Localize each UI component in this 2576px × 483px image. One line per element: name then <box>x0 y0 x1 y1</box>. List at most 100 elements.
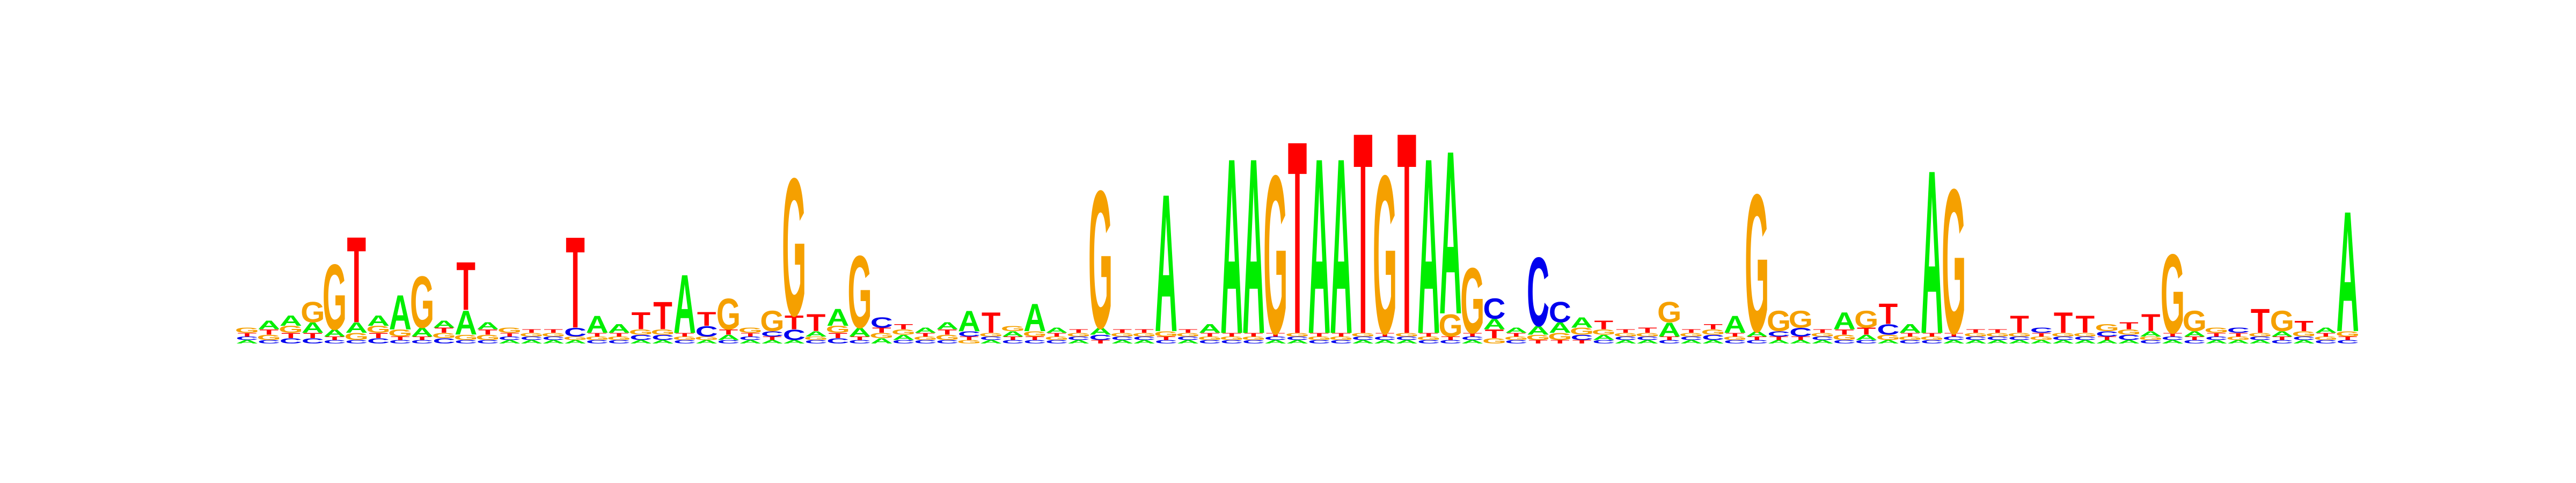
logo-letter-T-pos-92: T <box>2229 332 2248 337</box>
logo-letter-G-pos-77: G <box>1898 335 1922 341</box>
logo-letter-A-pos-46: A <box>1220 105 1243 386</box>
logo-letter-A-pos-45: A <box>1198 322 1221 335</box>
logo-letter-C-pos-79: C <box>1943 335 1965 341</box>
logo-letter-C-pos-11: C <box>455 339 477 345</box>
logo-letter-C-pos-25: C <box>761 330 784 338</box>
logo-letter-C-pos-12: C <box>477 339 499 345</box>
logo-letter-A-pos-25: A <box>761 339 784 345</box>
logo-letter-T-pos-50: T <box>1309 332 1329 337</box>
logo-letter-C-pos-42: C <box>1133 335 1155 341</box>
logo-letter-A-pos-64: A <box>1614 339 1637 345</box>
logo-letter-T-pos-18: T <box>610 332 629 337</box>
logo-letter-T-pos-79: T <box>1944 332 1964 337</box>
logo-letter-G-pos-52: G <box>1351 332 1375 337</box>
logo-letter-A-pos-89: A <box>2161 339 2184 345</box>
logo-letter-A-pos-58: A <box>1483 316 1505 333</box>
logo-letter-T-pos-51: T <box>1331 332 1351 337</box>
logo-letter-T-pos-86: T <box>2097 335 2117 341</box>
logo-letter-C-pos-31: C <box>892 339 915 345</box>
logo-letter-G-pos-18: G <box>607 335 631 341</box>
logo-letter-G-pos-88: G <box>2139 335 2163 341</box>
logo-letter-A-pos-37: A <box>1023 296 1046 340</box>
logo-letter-G-pos-28: G <box>826 324 850 335</box>
logo-letter-G-pos-30: G <box>869 332 894 340</box>
logo-letter-T-pos-15: T <box>544 328 563 334</box>
logo-letter-C-pos-48: C <box>1264 335 1287 341</box>
logo-letter-C-pos-90: C <box>2183 339 2206 345</box>
logo-letter-G-pos-69: G <box>1723 335 1747 341</box>
logo-letter-T-pos-32: T <box>916 332 935 337</box>
logo-letter-C-pos-60: C <box>1527 237 1549 347</box>
logo-letter-G-pos-75: G <box>1854 306 1878 333</box>
logo-letter-T-pos-64: T <box>1616 328 1635 334</box>
logo-letter-C-pos-2: C <box>258 339 280 345</box>
logo-letter-T-pos-93: T <box>2251 302 2270 340</box>
logo-letter-T-pos-7: T <box>369 332 388 340</box>
logo-letter-A-pos-53: A <box>1374 339 1396 345</box>
logo-letter-C-pos-24: C <box>739 335 762 341</box>
logo-letter-A-pos-82: A <box>2008 339 2031 345</box>
logo-letter-C-pos-96: C <box>2315 339 2337 345</box>
logo-letter-T-pos-44: T <box>1179 328 1198 334</box>
logo-letter-C-pos-18: C <box>608 339 630 345</box>
logo-letter-G-pos-60: G <box>1526 333 1550 341</box>
logo-letter-T-pos-72: T <box>1791 335 1810 341</box>
logo-letter-T-pos-46: T <box>1222 332 1241 337</box>
logo-letter-T-pos-8: T <box>391 335 410 341</box>
logo-letter-G-pos-4: G <box>301 296 325 329</box>
logo-letter-G-pos-59: G <box>1504 335 1528 341</box>
logo-letter-C-pos-6: C <box>345 339 368 345</box>
logo-letter-C-pos-36: C <box>1001 339 1024 345</box>
logo-letter-A-pos-43: A <box>1155 152 1177 373</box>
logo-letter-A-pos-4: A <box>302 319 324 336</box>
logo-letter-A-pos-9: A <box>411 326 434 339</box>
logo-letter-A-pos-56: A <box>1439 102 1462 363</box>
logo-letter-A-pos-83: A <box>2030 339 2053 345</box>
logo-letter-G-pos-67: G <box>1679 332 1703 337</box>
logo-letter-A-pos-61: A <box>1549 319 1571 336</box>
logo-letter-A-pos-62: A <box>1571 314 1593 331</box>
logo-letter-G-pos-72: G <box>1789 306 1813 333</box>
logo-letter-C-pos-95: C <box>2293 335 2315 341</box>
logo-letter-A-pos-30: A <box>870 337 893 345</box>
logo-letter-A-pos-47: A <box>1242 105 1265 386</box>
logo-letter-G-pos-82: G <box>2007 332 2031 337</box>
logo-letter-G-pos-46: G <box>1220 335 1244 341</box>
logo-letter-G-pos-9: G <box>410 261 434 344</box>
logo-letter-A-pos-22: A <box>696 339 718 345</box>
logo-letter-G-pos-73: G <box>1810 332 1834 337</box>
logo-letter-T-pos-39: T <box>1069 328 1088 334</box>
logo-letter-T-pos-76: T <box>1879 298 1898 331</box>
logo-letter-A-pos-23: A <box>717 333 740 341</box>
logo-letter-C-pos-30: C <box>870 314 893 331</box>
logo-letter-A-pos-2: A <box>258 318 280 332</box>
logo-letter-A-pos-39: A <box>1067 339 1090 345</box>
logo-letter-G-pos-49: G <box>1285 332 1309 337</box>
logo-letter-G-pos-64: G <box>1613 332 1637 337</box>
logo-letter-C-pos-7: C <box>367 337 390 345</box>
logo-letter-T-pos-75: T <box>1857 326 1876 336</box>
logo-letter-G-pos-57: G <box>1460 248 1484 353</box>
logo-letter-A-pos-42: A <box>1133 339 1155 345</box>
logo-letter-T-pos-10: T <box>435 326 454 334</box>
logo-letter-A-pos-70: A <box>1746 330 1768 338</box>
logo-letter-G-pos-87: G <box>2117 328 2141 336</box>
logo-letter-G-pos-40: G <box>1088 149 1113 370</box>
logo-letter-T-pos-71: T <box>1769 335 1789 341</box>
logo-letter-G-pos-61: G <box>1548 331 1572 342</box>
logo-letter-A-pos-88: A <box>2140 330 2162 338</box>
logo-letter-A-pos-49: A <box>1286 339 1308 345</box>
logo-letter-G-pos-21: G <box>672 335 697 341</box>
logo-letter-C-pos-56: C <box>1439 339 1462 345</box>
logo-letter-C-pos-21: C <box>674 339 696 345</box>
logo-letter-T-pos-70: T <box>1747 335 1767 341</box>
logo-letter-T-pos-55: T <box>1419 332 1438 337</box>
logo-letter-T-pos-73: T <box>1813 328 1832 334</box>
logo-letter-C-pos-84: C <box>2052 335 2075 341</box>
logo-letter-T-pos-4: T <box>303 332 323 340</box>
logo-letter-T-pos-77: T <box>1900 332 1920 337</box>
logo-letter-A-pos-38: A <box>1045 326 1068 334</box>
logo-letter-G-pos-91: G <box>2204 326 2228 334</box>
logo-letter-A-pos-71: A <box>1767 339 1790 345</box>
